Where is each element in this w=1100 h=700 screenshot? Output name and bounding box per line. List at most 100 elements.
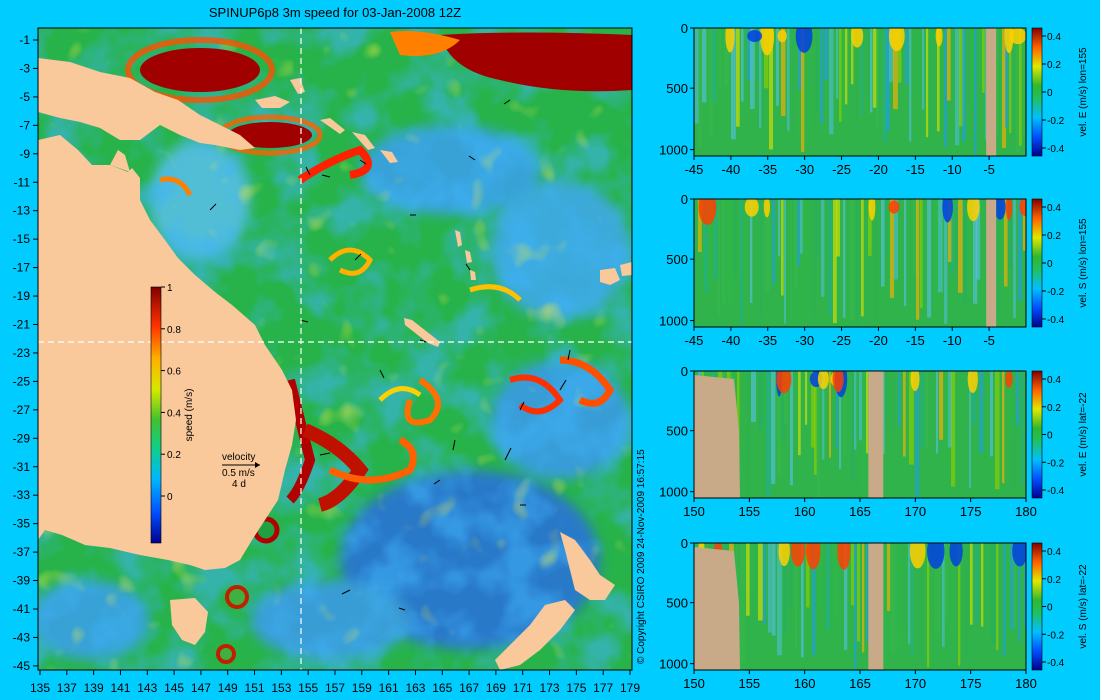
- section-stripe: [840, 543, 844, 600]
- vanuatu: [455, 230, 476, 280]
- section-stripe: [1016, 371, 1020, 426]
- section-stripe: [913, 199, 918, 275]
- section-stripe: [769, 28, 774, 150]
- section-stripe: [839, 371, 842, 469]
- section-stripe: [951, 199, 954, 274]
- section-stripe: [930, 543, 933, 616]
- section-label: vel. S (m/s) lon=155: [1078, 218, 1089, 308]
- section-stripe: [958, 543, 961, 666]
- section-colorbar-tick-label: 0: [1047, 259, 1053, 270]
- map-x-tick-label: 171: [513, 681, 533, 695]
- section-stripe: [829, 28, 834, 135]
- map-x-tick-label: 155: [298, 681, 318, 695]
- section-stripe: [924, 543, 929, 659]
- section-colorbar-tick-label: 0: [1047, 431, 1053, 442]
- section-surface-feature: [760, 28, 775, 56]
- section-panel-4: 0 500 1000 150 155 160 165 170 175 180 0.4 0.2 0 -0.2…: [659, 536, 1089, 691]
- section-x-tick-label: 160: [794, 504, 816, 519]
- section-stripe: [751, 371, 756, 423]
- section-surface-feature: [1005, 371, 1013, 388]
- section-surface-feature: [935, 28, 943, 47]
- section-x-tick-label: 150: [683, 504, 705, 519]
- section-stripe: [816, 28, 819, 111]
- section-stripe: [744, 371, 747, 442]
- section-stripe: [970, 543, 973, 625]
- new-guinea: [38, 58, 255, 150]
- section-stripe: [822, 371, 825, 460]
- section-stripe: [781, 371, 786, 441]
- map-x-tick-label: 177: [593, 681, 613, 695]
- section-stripe: [978, 28, 982, 83]
- map-x-tick-label: 135: [30, 681, 50, 695]
- map-x-tick-label: 141: [110, 681, 130, 695]
- section-y-tick-label: 1000: [659, 657, 688, 672]
- section-stripe: [859, 371, 863, 441]
- section-y-tick-label: 0: [681, 21, 688, 36]
- section-stripe: [948, 371, 953, 448]
- section-frame: [693, 198, 1027, 328]
- map-y-tick-label: -13: [13, 204, 31, 218]
- section-stripe: [889, 28, 894, 83]
- map-y-tick-label: -9: [19, 147, 30, 161]
- map-x-tick-label: 151: [245, 681, 265, 695]
- section-stripe: [942, 543, 945, 647]
- speed-colorbar-tick-label: 0.6: [167, 367, 181, 378]
- section-stripe: [792, 28, 795, 141]
- map-y-tick-label: -37: [13, 545, 31, 559]
- section-stripe: [819, 543, 824, 614]
- section-stripe: [734, 199, 737, 277]
- section-stripe: [966, 28, 971, 107]
- fiji: [600, 262, 632, 285]
- section-y-tick-label: 1000: [659, 485, 688, 500]
- section-surface-feature: [942, 199, 953, 223]
- section-x-tick-label: 155: [738, 504, 760, 519]
- section-stripe: [813, 28, 816, 138]
- section-colorbar: [1031, 542, 1043, 671]
- section-colorbar-tick-label: -0.4: [1047, 315, 1065, 326]
- section-stripe: [1009, 28, 1012, 134]
- section-stripe: [768, 543, 772, 633]
- section-stripe: [818, 199, 821, 289]
- section-stripe: [801, 543, 804, 658]
- section-colorbar-tick-label: 0.2: [1047, 575, 1061, 586]
- speed-colorbar-tick-label: 0: [167, 492, 173, 503]
- section-stripe: [964, 543, 969, 660]
- map-y-axis: -1 -3 -5 -7 -9 -11 -13 -15 -17 -19 -21 -23 -25 -27 -29…: [13, 33, 38, 673]
- section-x-tick-label: 175: [960, 504, 982, 519]
- section-stripe: [836, 371, 839, 448]
- map-y-tick-label: -5: [19, 90, 30, 104]
- section-stripe: [922, 28, 925, 110]
- section-colorbar-tick-label: -0.2: [1047, 287, 1065, 298]
- section-stripe: [694, 28, 699, 124]
- section-stripe: [839, 28, 842, 122]
- section-stripe: [985, 543, 990, 667]
- section-stripe: [724, 28, 729, 87]
- section-stripe: [747, 28, 752, 80]
- map-x-tick-label: 153: [271, 681, 291, 695]
- map-y-tick-label: -35: [13, 517, 31, 531]
- section-stripe: [947, 28, 951, 101]
- section-colorbar-tick-label: -0.4: [1047, 658, 1065, 669]
- section-stripe: [990, 371, 994, 457]
- section-stripe: [909, 28, 912, 142]
- section-stripe: [850, 199, 855, 321]
- section-colorbar-tick-label: 0.4: [1047, 32, 1061, 43]
- section-stripe: [829, 371, 832, 458]
- map-y-tick-label: -45: [13, 659, 31, 673]
- section-x-tick-label: -15: [906, 162, 925, 177]
- section-stripe: [812, 543, 816, 656]
- section-y-tick-label: 500: [666, 252, 688, 267]
- section-stripe: [699, 28, 702, 148]
- section-stripe: [833, 199, 837, 324]
- section-surface-feature: [747, 29, 763, 43]
- section-stripe: [995, 28, 999, 136]
- section-stripe: [698, 199, 702, 253]
- section-surface-feature: [910, 371, 920, 391]
- section-stripe: [983, 371, 986, 496]
- section-x-tick-label: 170: [904, 504, 926, 519]
- section-stripe: [751, 543, 755, 594]
- section-field: [694, 543, 1026, 670]
- section-stripe: [763, 543, 767, 625]
- new-britain: [255, 78, 305, 108]
- section-stripe: [951, 543, 956, 631]
